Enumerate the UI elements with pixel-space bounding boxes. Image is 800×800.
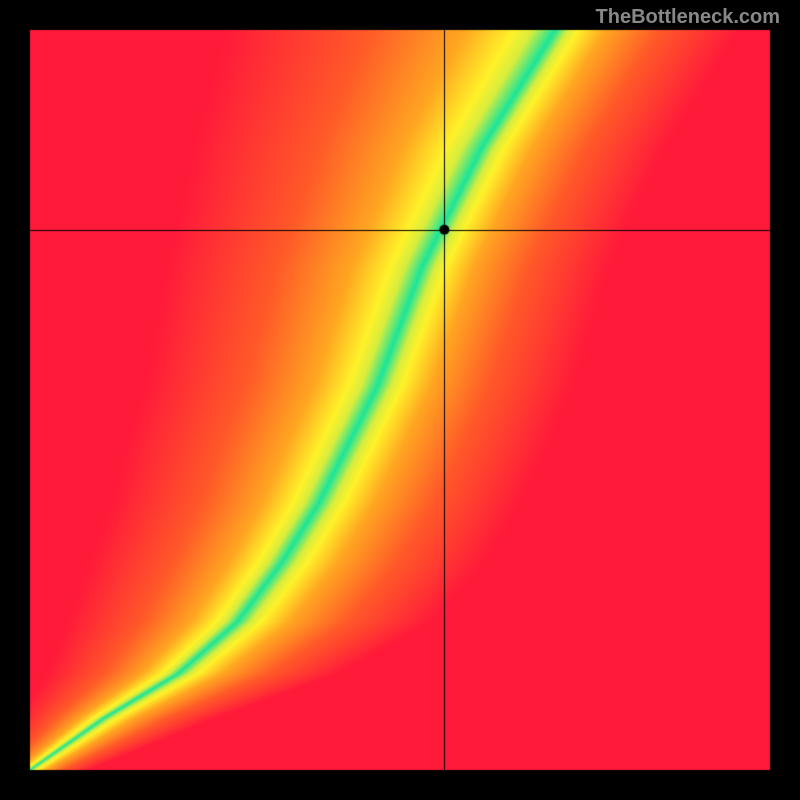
- watermark-text: TheBottleneck.com: [596, 6, 780, 29]
- chart-container: TheBottleneck.com: [0, 0, 800, 800]
- heatmap-plot: [0, 0, 800, 800]
